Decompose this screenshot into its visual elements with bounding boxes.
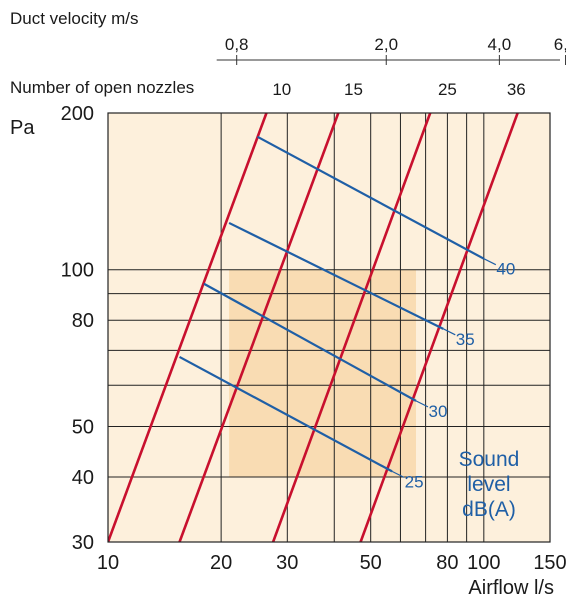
y-axis-title: Pa <box>10 117 35 139</box>
grid <box>108 113 550 542</box>
tick-labels: 10 20 30 50 80 100 150 30 40 50 80 100 200 <box>61 103 566 574</box>
sound-leader-30 <box>415 400 429 408</box>
sound-leader-25 <box>391 470 405 478</box>
x-tick-label: 80 <box>436 552 458 574</box>
nozzle-count-label: 36 <box>507 80 526 99</box>
nozzle-line-10 <box>108 113 268 542</box>
sound-title-line-1: Sound <box>459 448 520 471</box>
x-tick-label: 50 <box>360 552 382 574</box>
x-tick-label: 150 <box>533 552 566 574</box>
sound-line-30 <box>203 282 417 402</box>
y-tick-label: 30 <box>72 532 94 554</box>
sound-leader-40 <box>483 258 497 266</box>
top-axes: 0,8 2,0 4,0 6,0 10 15 25 36 <box>216 35 566 99</box>
sound-line-40 <box>257 135 485 260</box>
velocity-axis-title: Duct velocity m/s <box>10 9 138 28</box>
velocity-tick-label: 4,0 <box>488 35 512 54</box>
nozzle-count-label: 25 <box>438 80 457 99</box>
y-tick-label: 100 <box>61 260 94 282</box>
x-tick-label: 30 <box>276 552 298 574</box>
x-tick-label: 20 <box>210 552 232 574</box>
recommended-region <box>229 269 417 477</box>
sound-level-title: Sound level dB(A) <box>459 448 520 521</box>
y-tick-label: 40 <box>72 467 94 489</box>
nozzle-line-15 <box>178 113 340 542</box>
nozzle-count-label: 15 <box>344 80 363 99</box>
y-tick-label: 50 <box>72 416 94 438</box>
sound-label-40: 40 <box>496 260 515 279</box>
nozzle-axis-title: Number of open nozzles <box>10 78 194 97</box>
sound-title-line-3: dB(A) <box>462 498 516 521</box>
plot-frame <box>107 112 551 543</box>
sound-level-lines: 40 35 30 25 <box>179 135 515 491</box>
nozzle-line-25 <box>271 113 432 542</box>
sound-label-35: 35 <box>456 330 475 349</box>
sound-label-30: 30 <box>429 402 448 421</box>
x-axis-title: Airflow l/s <box>468 577 554 599</box>
sound-line-35 <box>228 221 444 330</box>
velocity-tick-label: 2,0 <box>374 35 398 54</box>
sound-leader-35 <box>442 328 456 336</box>
sound-label-25: 25 <box>405 472 424 491</box>
sound-line-25 <box>179 355 393 473</box>
velocity-tick-label: 0,8 <box>225 35 249 54</box>
x-tick-label: 10 <box>97 552 119 574</box>
sound-title-line-2: level <box>467 473 510 496</box>
nozzle-count-label: 10 <box>272 80 291 99</box>
y-tick-label: 200 <box>61 103 94 125</box>
velocity-tick-label: 6,0 <box>554 35 566 54</box>
y-tick-label: 80 <box>72 310 94 332</box>
x-tick-label: 100 <box>467 552 500 574</box>
